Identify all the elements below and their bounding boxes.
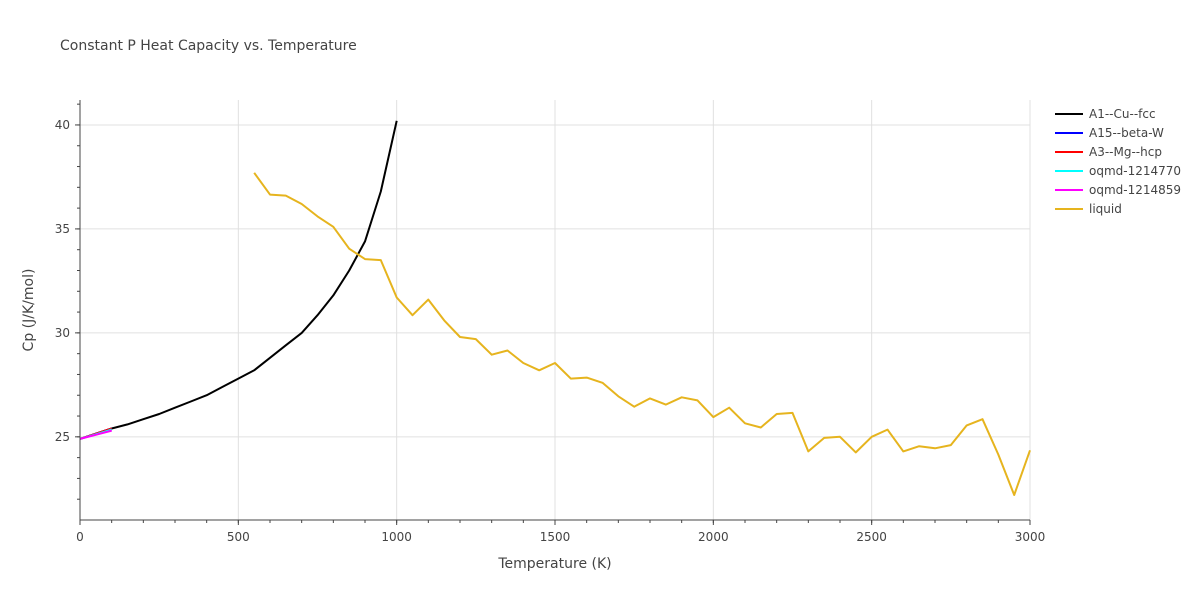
series-layer (79, 120, 1031, 496)
chart-title: Constant P Heat Capacity vs. Temperature (60, 38, 357, 54)
legend-label: oqmd-1214859 (1089, 183, 1181, 197)
x-tick-label: 500 (227, 530, 250, 544)
legend-item-liquid[interactable]: liquid (1055, 202, 1122, 216)
x-tick-label: 2500 (856, 530, 887, 544)
x-tick-label: 1500 (540, 530, 571, 544)
x-tick-label: 2000 (698, 530, 729, 544)
series-line-oqmd-1214859 (79, 429, 112, 440)
grid-layer (80, 100, 1031, 520)
legend-label: A15--beta-W (1089, 126, 1164, 140)
legend-label: oqmd-1214770 (1089, 164, 1181, 178)
x-axis-label: Temperature (K) (497, 556, 611, 572)
y-tick-label: 25 (55, 430, 70, 444)
y-axis-label: Cp (J/K/mol) (21, 269, 37, 352)
legend-item-oqmd-1214770[interactable]: oqmd-1214770 (1055, 164, 1181, 178)
series-line-a1-cu-fcc (79, 120, 398, 440)
legend-label: liquid (1089, 202, 1122, 216)
legend-label: A1--Cu--fcc (1089, 107, 1156, 121)
y-tick-label: 35 (55, 222, 70, 236)
legend-item-a3-mg-hcp[interactable]: A3--Mg--hcp (1055, 145, 1162, 159)
axes-layer: 0 500 1000 1500 2000 2500 3000 25 30 35 40 (55, 100, 1046, 544)
series-line-liquid (253, 172, 1031, 496)
legend-item-a15-beta-w[interactable]: A15--beta-W (1055, 126, 1164, 140)
x-tick-label: 0 (76, 530, 84, 544)
x-tick-label: 1000 (381, 530, 412, 544)
y-tick-label: 40 (55, 118, 70, 132)
y-tick-label: 30 (55, 326, 70, 340)
legend-item-a1-cu-fcc[interactable]: A1--Cu--fcc (1055, 107, 1156, 121)
legend-label: A3--Mg--hcp (1089, 145, 1162, 159)
legend-item-oqmd-1214859[interactable]: oqmd-1214859 (1055, 183, 1181, 197)
legend[interactable]: A1--Cu--fcc A15--beta-W A3--Mg--hcp oqmd-12… (1055, 107, 1181, 216)
x-tick-label: 3000 (1015, 530, 1046, 544)
